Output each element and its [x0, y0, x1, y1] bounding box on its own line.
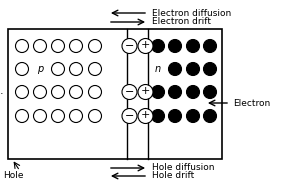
Text: +: +	[141, 87, 150, 96]
Circle shape	[122, 39, 137, 54]
Text: Hole drift: Hole drift	[152, 172, 194, 180]
Circle shape	[138, 39, 153, 54]
Text: Hole diffusion: Hole diffusion	[152, 163, 214, 172]
Circle shape	[204, 39, 217, 52]
Circle shape	[69, 110, 82, 123]
Text: Electron: Electron	[233, 98, 270, 108]
Text: Electron diffusion: Electron diffusion	[152, 9, 231, 18]
Text: p: p	[37, 64, 43, 74]
Circle shape	[204, 85, 217, 98]
Circle shape	[204, 110, 217, 123]
Text: −: −	[125, 87, 134, 96]
Circle shape	[187, 110, 200, 123]
Text: +: +	[141, 110, 150, 121]
Circle shape	[88, 110, 101, 123]
Circle shape	[169, 62, 182, 75]
Circle shape	[88, 62, 101, 75]
Circle shape	[187, 85, 200, 98]
Text: +: +	[141, 41, 150, 50]
Circle shape	[69, 39, 82, 52]
Circle shape	[169, 85, 182, 98]
Circle shape	[69, 62, 82, 75]
Circle shape	[122, 108, 137, 123]
Circle shape	[15, 39, 28, 52]
Circle shape	[15, 110, 28, 123]
Circle shape	[138, 108, 153, 123]
Circle shape	[88, 39, 101, 52]
Circle shape	[34, 110, 47, 123]
Circle shape	[15, 62, 28, 75]
Circle shape	[152, 85, 165, 98]
Text: Hole: Hole	[3, 171, 24, 180]
Circle shape	[15, 85, 28, 98]
Circle shape	[69, 85, 82, 98]
Circle shape	[169, 110, 182, 123]
Text: Electron drift: Electron drift	[152, 18, 211, 26]
Circle shape	[204, 62, 217, 75]
Text: n: n	[155, 64, 161, 74]
Circle shape	[52, 110, 65, 123]
Text: −: −	[125, 41, 134, 50]
Circle shape	[138, 85, 153, 100]
Text: .: .	[0, 86, 4, 96]
Circle shape	[52, 39, 65, 52]
Circle shape	[187, 39, 200, 52]
Circle shape	[187, 62, 200, 75]
Circle shape	[34, 85, 47, 98]
Bar	[8, 29, 222, 159]
Circle shape	[88, 85, 101, 98]
Circle shape	[52, 85, 65, 98]
Circle shape	[152, 39, 165, 52]
Circle shape	[152, 110, 165, 123]
Circle shape	[122, 85, 137, 100]
Text: −: −	[125, 110, 134, 121]
Circle shape	[169, 39, 182, 52]
Circle shape	[34, 39, 47, 52]
Circle shape	[52, 62, 65, 75]
